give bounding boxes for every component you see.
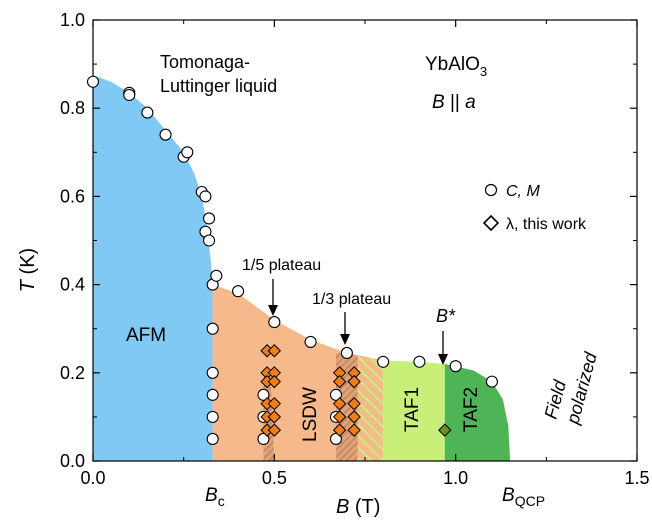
phase-label-taf1: TAF1 [402, 387, 423, 432]
region-taf1 [383, 360, 445, 461]
data-point-circle [206, 388, 219, 401]
data-point-diamond [347, 410, 361, 424]
data-point-circle [485, 375, 498, 388]
data-point-diamond [332, 423, 347, 437]
annotation-compound: YbAlO3 [425, 54, 487, 79]
arrowhead-bstar [438, 354, 448, 365]
phase-label-afm: AFM [126, 325, 166, 346]
x-tick-label: 0.5 [262, 468, 287, 488]
data-point-circle [203, 234, 216, 247]
data-point-diamond [332, 410, 347, 424]
annotation-field-direction: B || a [432, 92, 476, 113]
legend-marker-diamond [482, 214, 500, 232]
data-points [86, 75, 498, 446]
data-point-circle [206, 366, 219, 379]
legend: C, M λ, this work [482, 183, 587, 233]
data-point-diamond [267, 344, 282, 358]
data-point-circle [86, 75, 100, 88]
data-point-circle [206, 432, 219, 446]
annotation-tll-line1: Tomonaga- [160, 52, 250, 72]
data-point-diamond [267, 374, 282, 389]
y-tick-label: 1.0 [60, 10, 85, 30]
data-point-circle [206, 410, 219, 423]
label-bc: Bc [205, 485, 225, 509]
data-point-diamond [332, 396, 347, 411]
axis-ticks: 0.0 0.5 1.0 1.5 0.0 0.2 0.4 0.6 0.8 1.0 [60, 10, 650, 488]
label-bqcp: BQCP [502, 485, 545, 509]
data-point-circle [123, 88, 136, 102]
x-tick-label: 1.0 [443, 468, 468, 488]
data-point-diamond [332, 374, 347, 389]
legend-label-lambda: λ, this work [506, 216, 587, 233]
annotation-plateau-1-3: 1/3 plateau [312, 291, 391, 308]
y-axis-title: T (K) [17, 248, 39, 292]
data-point-circle [141, 106, 154, 119]
region-taf2 [444, 364, 511, 461]
data-point-circle [329, 388, 343, 401]
phase-label-taf2: TAF2 [461, 387, 482, 432]
x-tick-label: 1.5 [624, 468, 649, 488]
legend-label-cm: C, M [506, 183, 540, 200]
y-tick-label: 0.0 [60, 451, 85, 471]
data-point-circle [377, 355, 390, 368]
data-point-circle [159, 128, 172, 141]
data-point-circle [257, 388, 270, 401]
data-point-circle [304, 335, 317, 348]
data-point-circle [210, 269, 223, 282]
x-tick-label: 0.0 [80, 468, 105, 488]
data-point-diamond [347, 374, 361, 389]
y-tick-label: 0.2 [60, 363, 85, 383]
arrowhead-plateau-1-5 [268, 305, 278, 316]
y-tick-label: 0.6 [60, 186, 85, 206]
region-transition-stripes [357, 355, 384, 461]
data-point-circle [199, 190, 212, 203]
data-point-diamond [347, 396, 361, 411]
data-point-diamond [347, 423, 361, 437]
data-point-diamond-green [438, 423, 452, 437]
data-point-circle [232, 285, 245, 298]
data-point-diamond [267, 410, 282, 424]
data-point-circle [257, 432, 270, 446]
data-point-circle [206, 322, 219, 335]
arrowhead-plateau-1-3 [340, 334, 350, 345]
data-point-circle [268, 316, 281, 329]
data-point-diamond [267, 396, 282, 411]
phase-label-lsdw: LSDW [300, 387, 321, 442]
data-point-circle [181, 146, 194, 159]
data-point-circle [449, 360, 462, 373]
annotation-bstar: B* [436, 306, 456, 326]
legend-marker-circle [484, 183, 498, 197]
y-tick-label: 0.4 [60, 275, 85, 295]
y-tick-label: 0.8 [60, 98, 85, 118]
annotation-tll-line2: Luttinger liquid [160, 76, 277, 96]
data-point-circle [340, 346, 353, 360]
data-point-circle [329, 432, 343, 446]
annotation-plateau-1-5: 1/5 plateau [242, 257, 321, 274]
data-point-diamond [267, 423, 282, 437]
data-point-circle [203, 212, 216, 225]
region-afm [93, 75, 213, 461]
x-axis-title: B (T) [336, 496, 380, 518]
data-point-circle [413, 355, 426, 368]
